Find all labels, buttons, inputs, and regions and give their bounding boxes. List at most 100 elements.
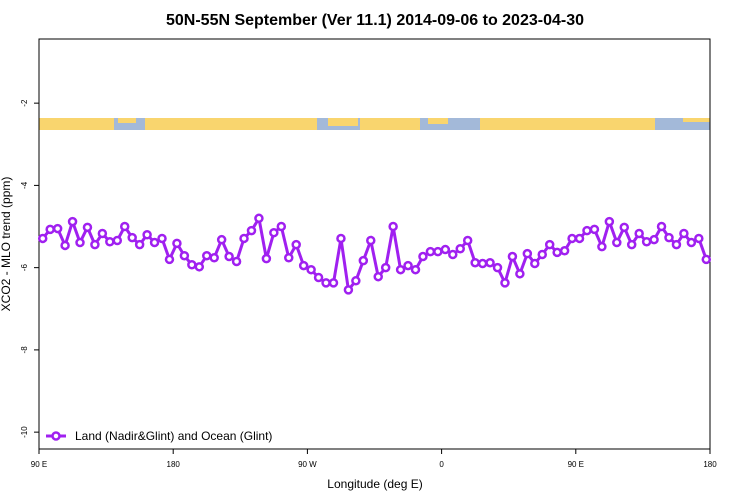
data-point: [388, 221, 398, 232]
data-point: [343, 285, 354, 295]
data-point: [97, 228, 108, 239]
data-point: [656, 221, 667, 232]
data-point: [358, 255, 369, 266]
data-point: [127, 232, 137, 243]
data-point: [60, 240, 70, 251]
data-point: [470, 257, 480, 268]
data-point: [440, 244, 451, 255]
data-point: [291, 239, 301, 250]
data-point: [515, 269, 525, 279]
data-point: [194, 262, 205, 272]
data-point: [522, 248, 533, 259]
legend-marker: [51, 431, 61, 441]
data-point: [284, 253, 294, 263]
x-tick-label: 90 W: [298, 460, 317, 469]
x-tick-label: 180: [167, 460, 181, 469]
data-point: [418, 251, 428, 262]
data-point: [492, 262, 503, 273]
x-tick-label: 90 E: [31, 460, 47, 469]
data-point: [366, 235, 376, 246]
y-tick-label: -8: [20, 346, 29, 354]
y-tick-label: -2: [20, 99, 29, 107]
data-point: [321, 278, 331, 288]
data-point: [52, 223, 63, 234]
plot-frame: [38, 38, 711, 450]
data-point: [694, 233, 704, 244]
data-point: [298, 260, 309, 271]
data-point: [373, 271, 383, 282]
data-point: [701, 254, 712, 265]
data-point: [664, 232, 674, 243]
data-point: [239, 233, 249, 244]
data-point: [37, 233, 48, 244]
data-point: [67, 216, 78, 227]
data-point: [112, 235, 123, 246]
data-point: [530, 258, 540, 269]
data-point: [604, 216, 615, 227]
data-point: [507, 251, 518, 262]
data-point: [485, 257, 495, 268]
data-point: [567, 233, 577, 244]
x-tick-label: 90 E: [568, 460, 584, 469]
x-axis-label: Longitude (deg E): [327, 477, 422, 491]
x-tick-label: 180: [703, 460, 717, 469]
data-point: [537, 249, 547, 260]
data-point: [477, 258, 488, 269]
y-axis-label: XCO2 - MLO trend (ppm): [0, 177, 13, 312]
data-point: [179, 250, 190, 261]
data-point: [157, 233, 167, 244]
data-point: [202, 250, 212, 261]
data-point: [172, 238, 182, 249]
data-point: [395, 264, 406, 275]
data-point: [149, 237, 160, 248]
data-point: [626, 239, 637, 250]
data-point: [246, 225, 257, 236]
data-point: [134, 239, 145, 250]
data-point: [164, 254, 175, 265]
data-point: [634, 228, 644, 239]
data-point: [455, 243, 465, 254]
data-point: [462, 235, 473, 246]
data-point: [612, 237, 622, 248]
data-point: [500, 278, 510, 288]
data-point: [380, 262, 391, 273]
data-point: [686, 237, 697, 248]
y-tick-label: -4: [20, 181, 29, 189]
data-point: [254, 213, 264, 224]
data-point: [641, 236, 652, 247]
data-point: [269, 227, 279, 238]
data-point: [597, 241, 607, 252]
data-point: [82, 222, 93, 233]
data-point: [119, 221, 130, 232]
data-point: [410, 264, 421, 275]
chart-title: 50N-55N September (Ver 11.1) 2014-09-06 …: [166, 12, 584, 29]
data-point: [582, 225, 592, 236]
map-strip: [39, 118, 710, 130]
data-point: [231, 256, 242, 267]
data-point: [649, 234, 659, 245]
data-point: [313, 272, 324, 283]
data-point: [574, 233, 585, 244]
data-point: [45, 224, 55, 235]
data-point: [671, 239, 682, 250]
data-point: [544, 239, 555, 250]
data-point: [328, 278, 339, 288]
data-point: [351, 276, 361, 286]
data-point: [90, 239, 100, 250]
data-point: [433, 246, 443, 257]
data-point: [75, 237, 85, 248]
y-tick-label: -6: [20, 264, 29, 272]
data-point: [187, 260, 197, 270]
data-point: [224, 251, 234, 262]
data-point: [209, 253, 219, 263]
data-point: [589, 224, 600, 235]
y-tick-label: -10: [20, 426, 29, 438]
data-point: [276, 221, 287, 232]
data-point: [559, 246, 570, 256]
data-point: [216, 234, 227, 245]
data-point: [403, 260, 413, 271]
data-point: [425, 246, 436, 257]
data-point: [261, 253, 272, 264]
data-point: [448, 249, 458, 260]
